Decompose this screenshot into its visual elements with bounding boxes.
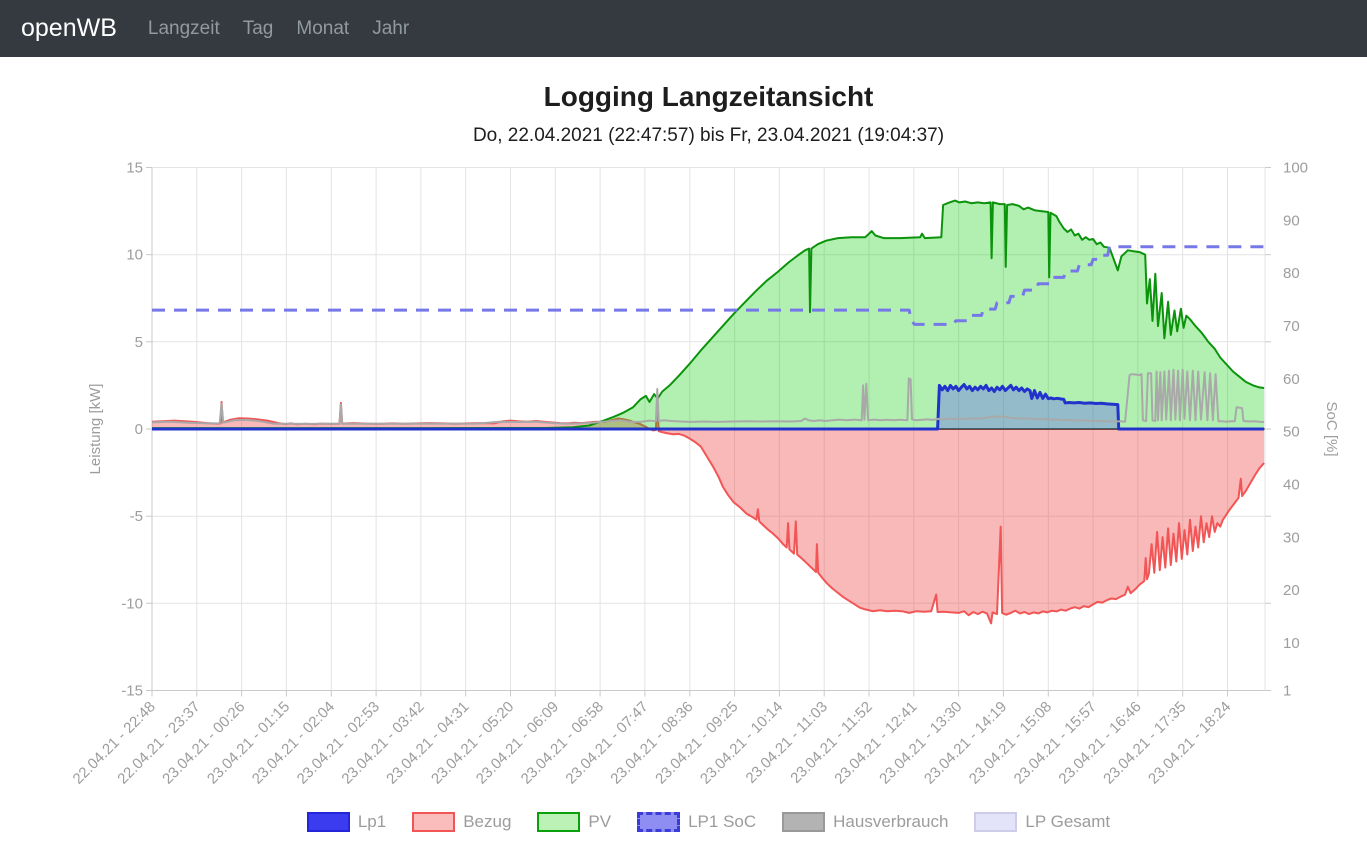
legend-item-lp1-soc[interactable]: LP1 SoC <box>637 812 756 832</box>
x-tick: 23.04.21 - 01:15 <box>204 698 293 787</box>
x-tick: 23.04.21 - 02:53 <box>294 698 383 787</box>
legend-label-lp-gesamt: LP Gesamt <box>1025 812 1111 831</box>
x-tick: 23.04.21 - 06:09 <box>473 698 562 787</box>
legend-label-pv: PV <box>588 812 612 831</box>
legend-swatch-lp1 <box>306 812 350 832</box>
legend-label-hausverbrauch: Hausverbrauch <box>833 812 949 831</box>
y-right-tick: 30 <box>1283 529 1300 546</box>
y-left-tick: 10 <box>126 247 143 264</box>
x-tick: 23.04.21 - 05:20 <box>428 698 517 787</box>
legend-label-lp1: Lp1 <box>357 812 387 831</box>
legend-swatch-lp-gesamt <box>974 812 1018 832</box>
legend-swatch-bezug <box>412 812 456 832</box>
x-tick: 23.04.21 - 16:46 <box>1055 698 1144 787</box>
nav-item-tag[interactable]: Tag <box>242 17 274 39</box>
y-left-tick: 0 <box>135 421 143 438</box>
x-tick: 22.04.21 - 22:48 <box>70 698 159 787</box>
brand-openwb[interactable]: openWB <box>21 14 117 42</box>
y-axis-left-title: Leistung [kW] <box>87 384 104 475</box>
x-tick: 23.04.21 - 10:14 <box>697 698 786 787</box>
series-hausverbrauch <box>151 368 1265 425</box>
legend-swatch-pv <box>537 812 581 832</box>
y-left-tick: -5 <box>130 508 143 525</box>
y-right-tick: 90 <box>1283 212 1300 229</box>
legend-swatch-hausverbrauch <box>782 812 826 832</box>
y-left-tick: -15 <box>121 683 143 700</box>
page-title: Logging Langzeitansicht <box>543 81 874 112</box>
y-axis-left-labels: 15 10 5 0 -5 -10 -15 <box>121 160 143 700</box>
x-tick: 23.04.21 - 04:31 <box>383 698 472 787</box>
legend-item-bezug[interactable]: Bezug <box>412 812 511 832</box>
y-right-tick: 10 <box>1283 635 1300 652</box>
x-tick: 23.04.21 - 06:58 <box>518 698 607 787</box>
legend-item-lp1[interactable]: Lp1 <box>306 812 387 832</box>
x-tick: 23.04.21 - 13:30 <box>876 698 965 787</box>
x-tick: 23.04.21 - 07:47 <box>562 698 651 787</box>
x-tick: 23.04.21 - 00:26 <box>159 698 248 787</box>
legend-item-pv[interactable]: PV <box>537 812 611 832</box>
date-range-subtitle: Do, 22.04.2021 (22:47:57) bis Fr, 23.04.… <box>472 125 945 146</box>
x-tick: 23.04.21 - 12:41 <box>831 698 920 787</box>
y-left-tick: 5 <box>135 334 143 351</box>
x-tick: 23.04.21 - 15:08 <box>966 698 1055 787</box>
series-lp1-soc <box>152 245 1265 326</box>
x-tick: 23.04.21 - 03:42 <box>338 698 427 787</box>
x-tick: 23.04.21 - 15:57 <box>1011 698 1100 787</box>
y-right-tick: 70 <box>1283 318 1300 335</box>
y-right-tick: 40 <box>1283 476 1300 493</box>
top-navbar: openWB Langzeit Tag Monat Jahr <box>0 0 1367 57</box>
x-tick: 23.04.21 - 11:03 <box>743 698 831 786</box>
y-right-tick: 1 <box>1283 683 1291 700</box>
chart-header: Logging Langzeitansicht Do, 22.04.2021 (… <box>0 81 1367 147</box>
y-left-tick: -10 <box>121 595 143 612</box>
nav-item-jahr[interactable]: Jahr <box>372 17 410 39</box>
y-left-tick: 15 <box>126 160 143 177</box>
x-tick: 23.04.21 - 08:36 <box>607 698 696 787</box>
y-right-tick: 20 <box>1283 582 1300 599</box>
nav-item-langzeit[interactable]: Langzeit <box>147 17 220 39</box>
x-tick: 23.04.21 - 17:35 <box>1100 698 1189 787</box>
legend-swatch-lp1-soc <box>637 812 681 832</box>
nav-item-monat[interactable]: Monat <box>296 17 350 39</box>
series-pv <box>152 199 1265 430</box>
x-tick: 22.04.21 - 23:37 <box>114 698 203 787</box>
legend-label-bezug: Bezug <box>463 812 512 831</box>
x-tick: 23.04.21 - 09:25 <box>652 698 741 787</box>
x-tick: 23.04.21 - 02:04 <box>249 698 338 787</box>
x-tick: 23.04.21 - 11:52 <box>787 698 875 786</box>
y-right-tick: 80 <box>1283 265 1300 282</box>
legend-item-hausverbrauch[interactable]: Hausverbrauch <box>782 812 948 832</box>
legend-label-lp1-soc: LP1 SoC <box>688 812 757 831</box>
legend-item-lp-gesamt[interactable]: LP Gesamt <box>974 812 1110 832</box>
y-axis-right-title: SoC [%] <box>1323 401 1340 456</box>
y-axis-right-labels: 100 90 80 70 60 50 40 30 20 10 1 <box>1283 160 1308 700</box>
x-tick: 23.04.21 - 18:24 <box>1145 698 1234 787</box>
y-right-tick: 60 <box>1283 371 1300 388</box>
y-right-tick: 50 <box>1283 424 1300 441</box>
y-right-tick: 100 <box>1283 160 1308 177</box>
x-tick: 23.04.21 - 14:19 <box>921 698 1010 787</box>
chart-legend: Lp1 Bezug PV LP1 SoC Hausverbrauch LP Gesamt <box>0 812 1367 832</box>
